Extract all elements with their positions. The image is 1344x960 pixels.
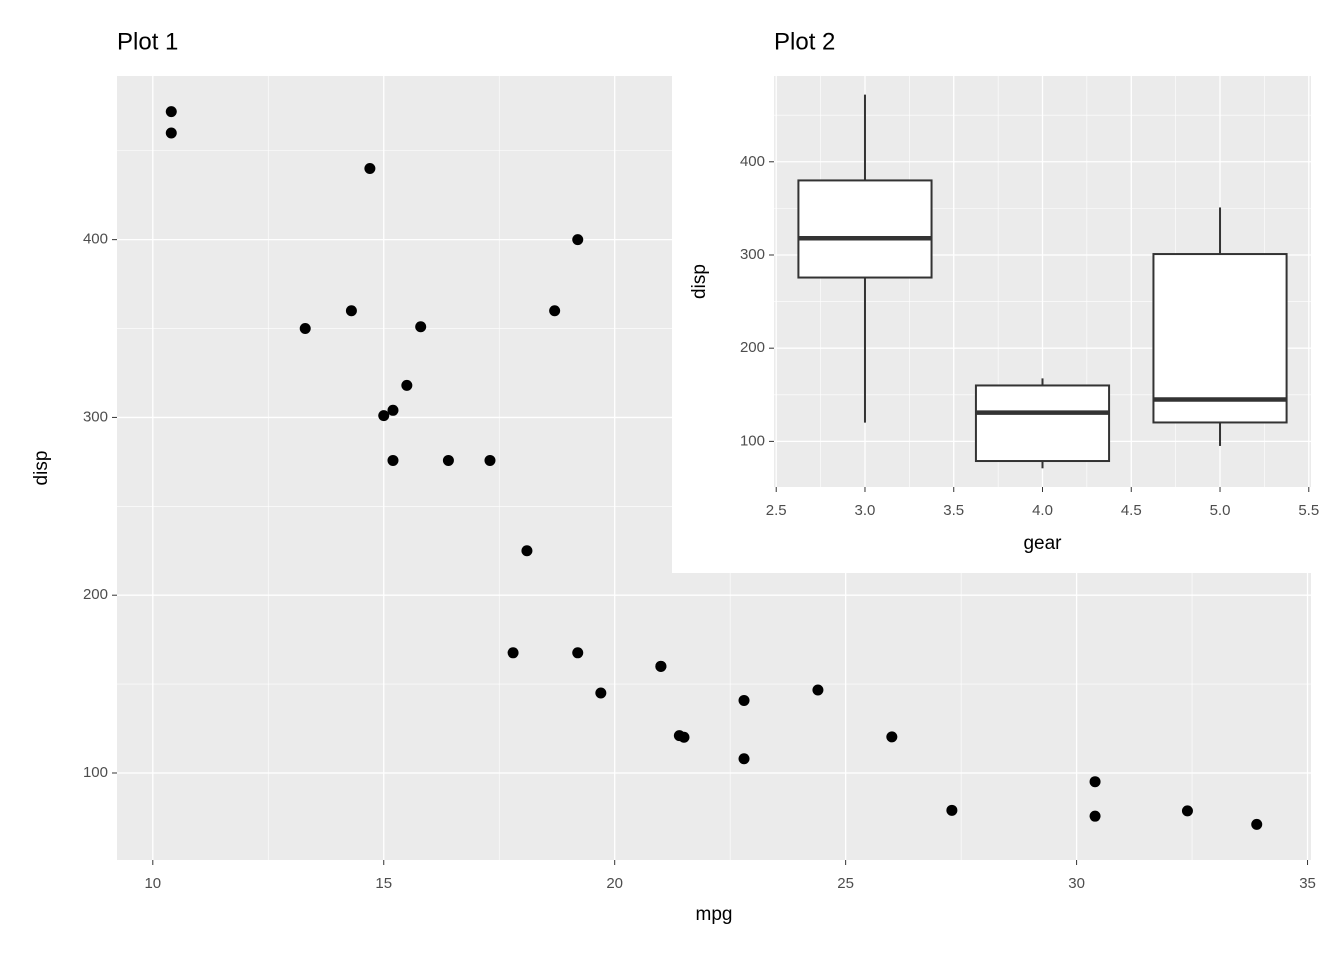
x-tick-label: 5.5 xyxy=(1298,502,1319,519)
chart-title: Plot 1 xyxy=(117,28,178,55)
point xyxy=(738,753,750,765)
x-tick-label: 10 xyxy=(144,875,161,892)
point xyxy=(165,127,177,139)
x-tick-label: 4.0 xyxy=(1032,502,1053,519)
point xyxy=(1089,776,1101,788)
x-axis-title: mpg xyxy=(696,904,733,925)
point xyxy=(812,684,824,696)
box xyxy=(974,384,1111,463)
y-tick-label: 400 xyxy=(83,231,108,248)
x-axis-title: gear xyxy=(1023,533,1062,554)
y-tick-label: 200 xyxy=(740,339,765,356)
chart-title: Plot 2 xyxy=(774,28,835,55)
point xyxy=(886,731,898,743)
box xyxy=(797,179,933,279)
x-tick-label: 35 xyxy=(1299,875,1316,892)
point xyxy=(655,660,667,672)
x-tick-label: 30 xyxy=(1068,875,1085,892)
point xyxy=(401,379,413,391)
point xyxy=(299,323,311,335)
point xyxy=(549,305,561,317)
point xyxy=(673,730,685,742)
y-axis-title: disp xyxy=(689,264,710,299)
point xyxy=(484,454,496,466)
x-tick-label: 15 xyxy=(375,875,392,892)
y-tick-label: 100 xyxy=(740,432,765,449)
x-tick-label: 5.0 xyxy=(1210,502,1231,519)
point xyxy=(345,305,357,317)
point xyxy=(378,410,390,422)
point xyxy=(387,454,399,466)
y-tick-label: 100 xyxy=(83,764,108,781)
point xyxy=(1181,805,1193,817)
point xyxy=(1251,818,1263,830)
x-tick-label: 2.5 xyxy=(766,502,787,519)
point xyxy=(946,804,958,816)
point xyxy=(521,545,533,557)
x-tick-label: 3.0 xyxy=(855,502,876,519)
point xyxy=(572,647,584,659)
point xyxy=(415,321,427,333)
box xyxy=(1152,253,1288,424)
point xyxy=(442,454,454,466)
x-tick-label: 25 xyxy=(837,875,854,892)
point xyxy=(1089,810,1101,822)
y-tick-label: 200 xyxy=(83,586,108,603)
point xyxy=(165,106,177,118)
point xyxy=(738,694,750,706)
x-tick-label: 3.5 xyxy=(943,502,964,519)
y-axis-title: disp xyxy=(31,451,52,486)
point xyxy=(572,234,584,246)
y-tick-label: 400 xyxy=(740,153,765,170)
point xyxy=(595,687,607,699)
point xyxy=(364,163,376,175)
x-tick-label: 20 xyxy=(606,875,623,892)
x-tick-label: 4.5 xyxy=(1121,502,1142,519)
y-tick-label: 300 xyxy=(740,246,765,263)
point xyxy=(387,404,399,416)
y-tick-label: 300 xyxy=(83,408,108,425)
point xyxy=(507,647,519,659)
